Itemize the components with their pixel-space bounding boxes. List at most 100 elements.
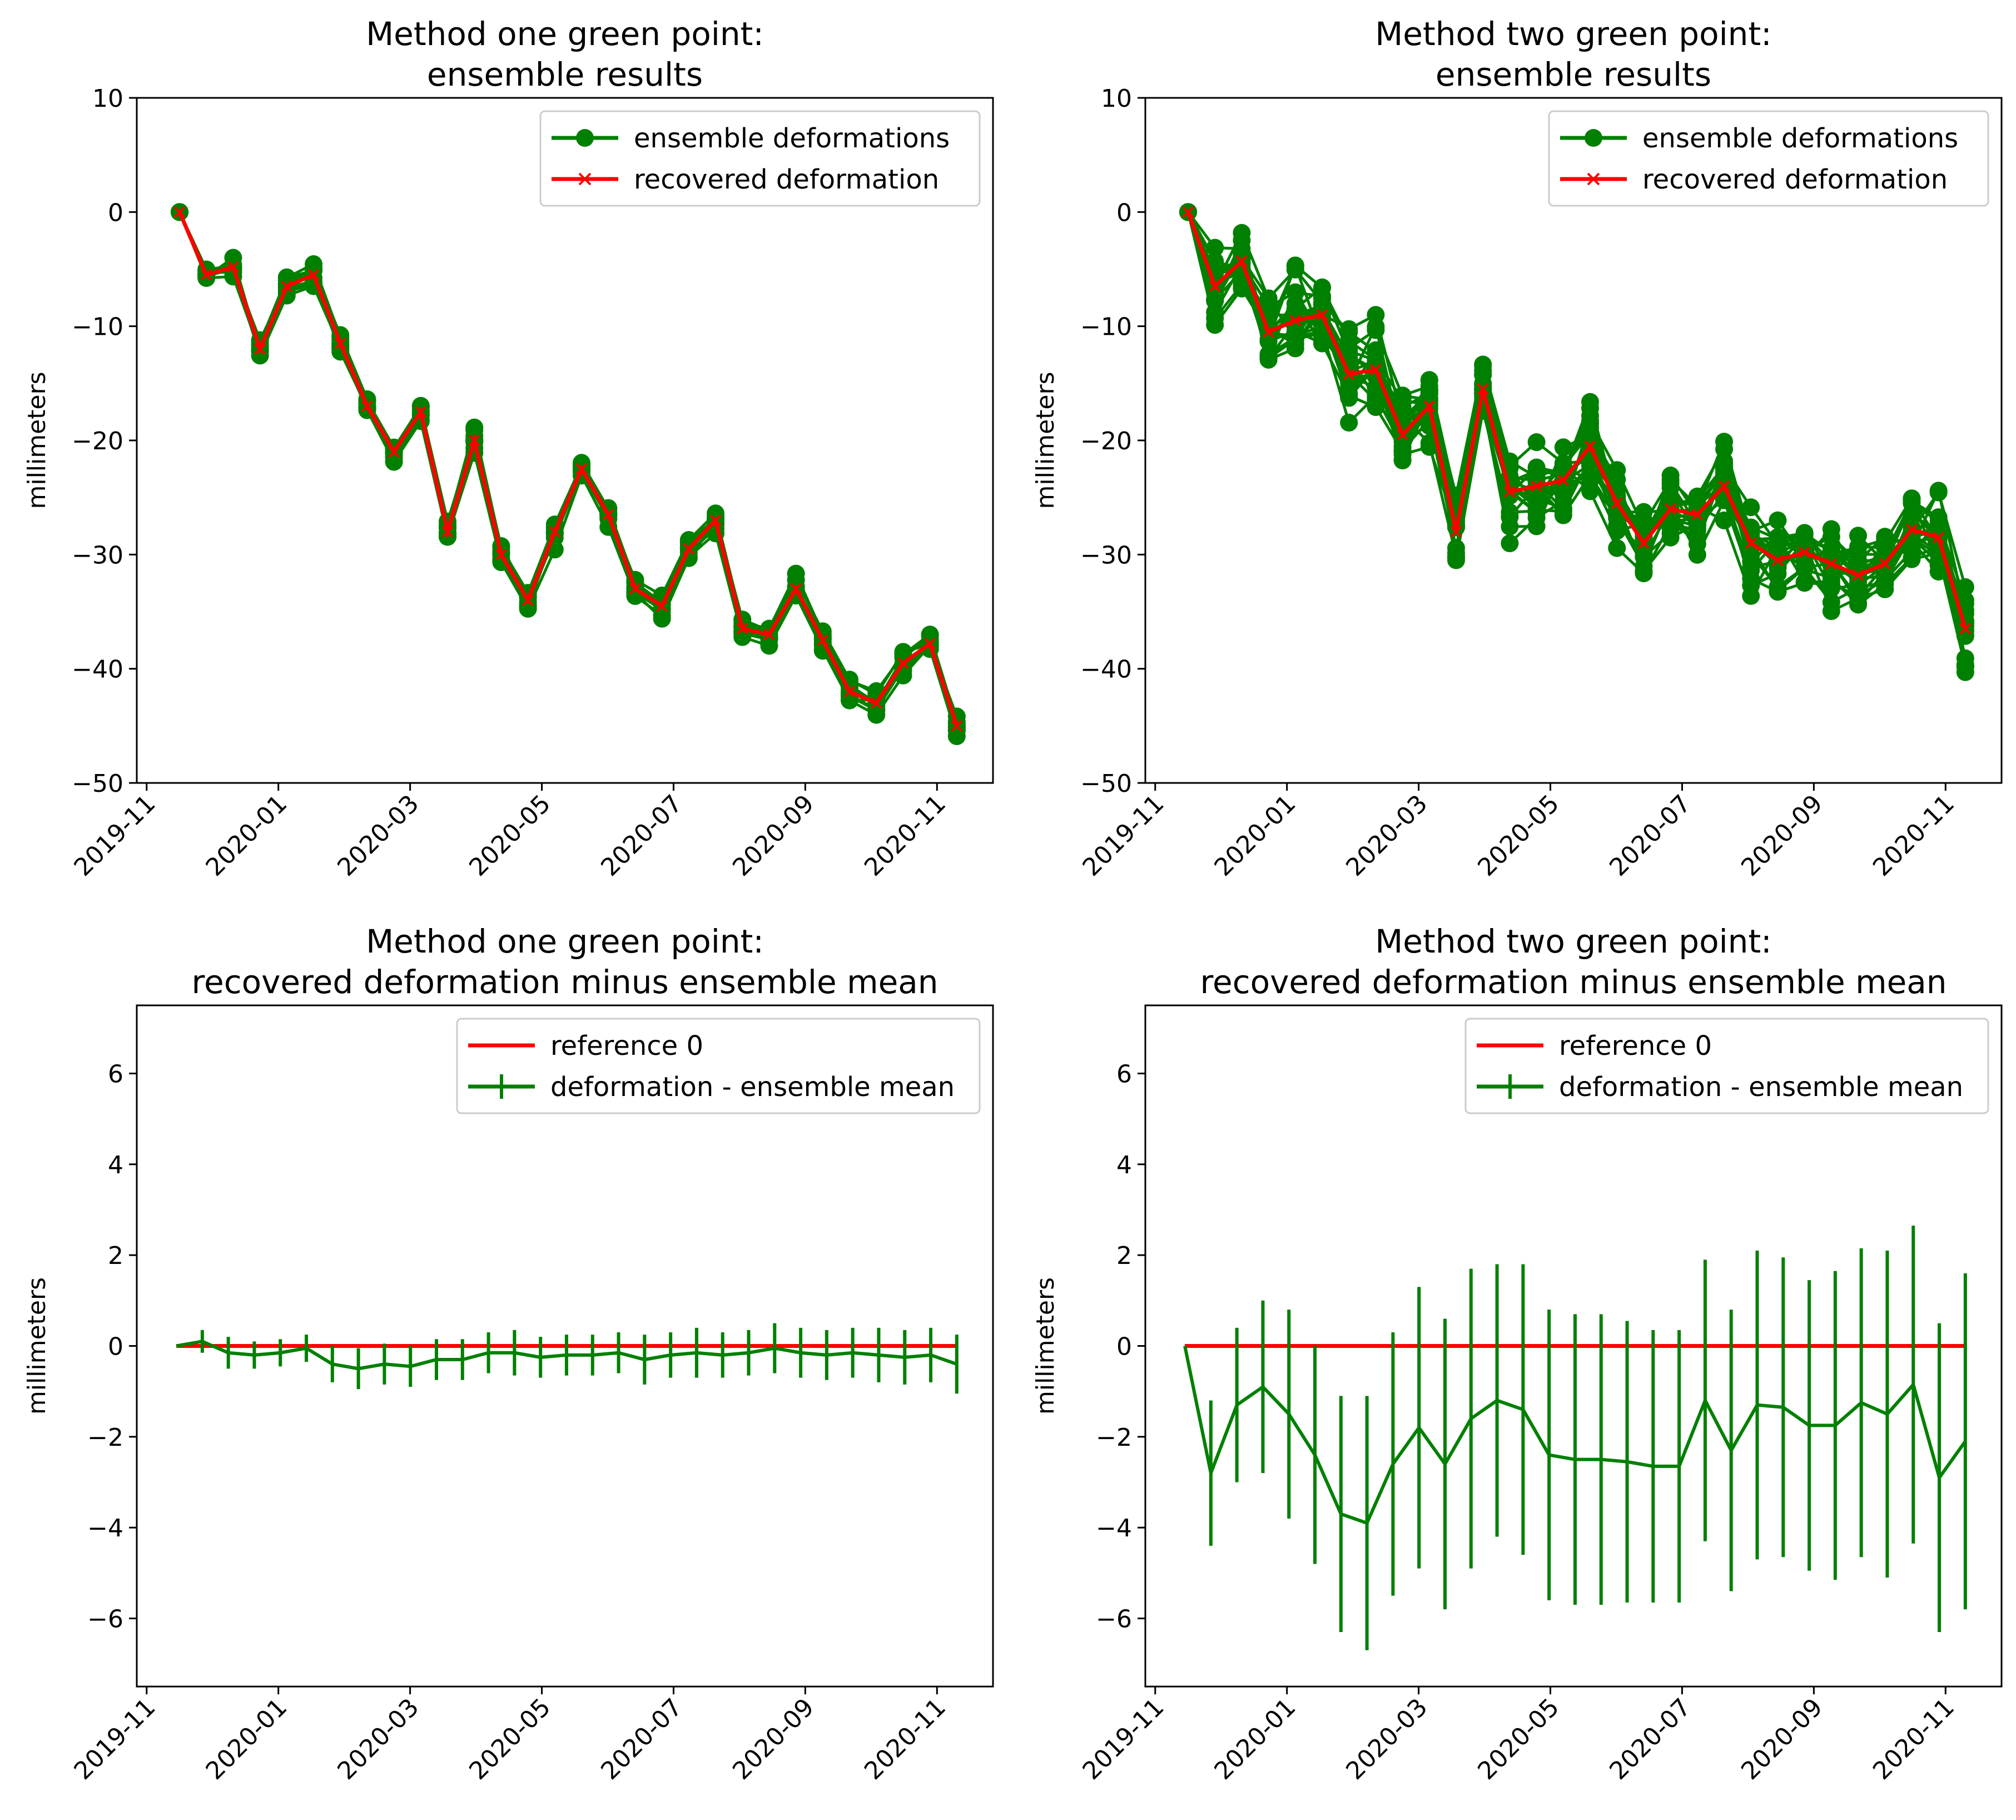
ensemble-point [1581, 399, 1600, 418]
ensemble-point [1340, 414, 1358, 432]
recovered-point [1879, 558, 1891, 570]
ensemble-point [1527, 502, 1546, 520]
recovered-point [1825, 558, 1838, 570]
ensemble-point [1956, 626, 1974, 644]
ensemble-point [1769, 582, 1787, 601]
y-tick-label: 6 [1116, 1060, 1132, 1089]
recovered-point [843, 686, 856, 698]
recovered-point [1477, 383, 1489, 395]
recovered-point [1959, 623, 1972, 635]
ensemble-point [1393, 452, 1412, 470]
ensemble-point [1795, 533, 1814, 551]
ensemble-point [1769, 530, 1787, 549]
x-tick-label: 2020-01 [1209, 1693, 1301, 1786]
x-tick-label: 2020-11 [1868, 790, 1960, 882]
ensemble-point [1581, 482, 1600, 500]
difference-line [176, 1340, 957, 1371]
recovered-point [602, 509, 614, 520]
subplot-2: Method two green point:ensemble results m… [1031, 15, 2003, 882]
recovered-line [1186, 211, 1968, 629]
ensemble-point [1501, 534, 1519, 553]
ensemble-point [1286, 256, 1304, 275]
y-tick-label: −10 [72, 313, 123, 341]
legend-box [539, 110, 981, 207]
legend: ensemble deformations recovered deformati… [539, 110, 981, 207]
ensemble-point [787, 564, 805, 583]
recovered-point [1369, 364, 1382, 376]
x-tick-label: 2020-05 [1472, 790, 1565, 882]
y-tick-label: −4 [87, 1514, 123, 1543]
x-tick-label: 2020-03 [332, 790, 424, 882]
y-tick-label: −50 [72, 770, 123, 798]
x-tick-label: 2020-07 [595, 1693, 688, 1786]
y-tick-label: −4 [1096, 1514, 1132, 1543]
ensemble-point [1527, 433, 1546, 452]
ensemble-point [1769, 564, 1787, 583]
recovered-point [549, 525, 561, 538]
recovered-point [1933, 532, 1945, 543]
x-tick-label: 2020-03 [1340, 1693, 1433, 1786]
recovered-point [307, 269, 320, 281]
recovered-point [736, 623, 748, 635]
recovered-point [656, 600, 668, 612]
chart-title-line-1: Method one green point: [366, 923, 764, 960]
ensemble-point [1876, 557, 1894, 576]
ensemble-point [1769, 511, 1787, 529]
x-tick-label: 2020-07 [1604, 790, 1696, 882]
chart-title-line-2: recovered deformation minus ensemble mea… [191, 963, 938, 1001]
ensemble-point [1795, 574, 1814, 592]
recovered-point [1691, 509, 1704, 520]
x-tick-label: 2020-01 [200, 1693, 292, 1786]
x-tick-label: 2020-03 [332, 1693, 424, 1786]
recovered-point [334, 338, 346, 349]
legend-box [1464, 1018, 1989, 1114]
legend-handle [1477, 1074, 1543, 1099]
ensemble-point [1822, 602, 1840, 621]
ensemble-point [1367, 341, 1385, 359]
y-tick-label: 6 [108, 1060, 123, 1089]
y-tick-label: 10 [92, 85, 123, 113]
legend-label: recovered deformation [634, 164, 939, 195]
legend-handle [468, 1074, 535, 1099]
y-axis-label: millimeters [1031, 371, 1060, 509]
x-tick-label: 2020-05 [464, 790, 556, 882]
recovered-point [200, 269, 212, 281]
ensemble-point [1795, 558, 1814, 577]
chart-title-line-2: ensemble results [427, 56, 703, 93]
ensemble-point [1581, 457, 1600, 475]
legend-label: deformation - ensemble mean [1559, 1072, 1963, 1103]
x-tick-label: 2020-03 [1340, 790, 1433, 882]
recovered-point [1235, 255, 1248, 267]
ensemble-point [1956, 657, 1974, 675]
ensemble-point [1420, 381, 1438, 399]
y-axis-label: millimeters [23, 371, 51, 509]
recovered-point [575, 463, 588, 475]
recovered-point [1745, 537, 1757, 549]
ensemble-point [1903, 550, 1921, 568]
recovered-point [817, 634, 829, 646]
ensemble-point [1635, 503, 1653, 521]
ensemble-point [1286, 335, 1304, 353]
y-tick-label: −10 [1080, 313, 1132, 341]
y-tick-label: −50 [1080, 770, 1132, 798]
ensemble-point [1876, 580, 1894, 598]
ensemble-point [1876, 530, 1894, 549]
ensemble-point [1501, 503, 1519, 522]
ensemble-point [1849, 538, 1868, 557]
ensemble-point [1688, 487, 1706, 505]
recovered-point [361, 400, 373, 412]
x-tick-label: 2020-09 [1736, 1693, 1828, 1786]
ensemble-point [1822, 543, 1840, 562]
legend: reference 0 deformation - ensemble mean [456, 1018, 981, 1114]
recovered-point [388, 446, 400, 458]
ensemble-point [1340, 384, 1358, 403]
legend-handle [552, 172, 618, 186]
recovered-point [1504, 485, 1516, 498]
x-tick-label: 2020-11 [859, 1693, 951, 1786]
x-tick-label: 2019-11 [68, 1693, 161, 1786]
chart-title-line-2: ensemble results [1436, 56, 1711, 93]
recovered-point [1531, 480, 1543, 492]
ensemble-point [1849, 589, 1868, 607]
recovered-point [1343, 368, 1355, 380]
